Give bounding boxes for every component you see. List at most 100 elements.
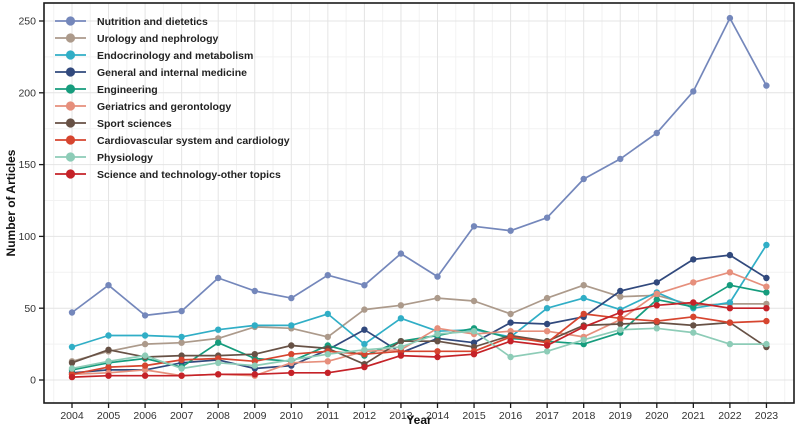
data-point <box>726 14 734 22</box>
data-point <box>653 296 660 303</box>
data-point <box>726 319 734 326</box>
x-tick-label: 2008 <box>207 410 231 422</box>
series-line <box>71 17 768 317</box>
legend-label: Endocrinology and metabolism <box>97 50 253 62</box>
data-point <box>361 363 368 371</box>
data-point <box>763 241 770 249</box>
data-point <box>215 371 222 378</box>
data-point <box>251 287 258 295</box>
data-point <box>617 293 624 300</box>
data-point <box>105 282 112 289</box>
data-point <box>361 351 368 358</box>
x-tick-label: 2005 <box>97 410 121 422</box>
data-point <box>324 358 331 365</box>
data-point <box>690 279 697 286</box>
legend-marker-icon <box>65 67 76 77</box>
data-point <box>507 319 514 326</box>
x-tick-label: 2014 <box>426 410 450 422</box>
data-point <box>507 227 514 234</box>
y-tick-label: 250 <box>18 16 36 28</box>
data-point <box>653 325 660 332</box>
data-point <box>434 325 441 332</box>
x-tick-label: 2018 <box>572 410 596 422</box>
data-point <box>617 155 624 163</box>
legend-label: Sport sciences <box>97 118 172 130</box>
y-tick-label: 50 <box>24 303 36 315</box>
data-point <box>653 129 660 137</box>
data-point <box>763 305 770 312</box>
data-point <box>763 340 770 348</box>
data-point <box>434 273 441 280</box>
legend-marker-icon <box>65 33 76 43</box>
data-point <box>361 326 368 333</box>
data-point <box>653 317 660 325</box>
data-point <box>141 312 149 319</box>
legend-item: Geriatrics and gerontology <box>55 101 231 113</box>
data-point <box>726 282 734 289</box>
data-point <box>178 356 185 364</box>
data-point <box>543 342 551 349</box>
y-tick-label: 150 <box>18 159 36 171</box>
data-point <box>324 369 331 376</box>
data-point <box>397 338 405 345</box>
x-tick-label: 2011 <box>317 410 340 422</box>
x-tick-label: 2023 <box>755 410 779 422</box>
data-point <box>105 363 112 371</box>
data-point <box>543 320 551 328</box>
data-point <box>690 88 697 95</box>
legend-marker-icon <box>65 50 76 60</box>
data-point <box>397 343 405 351</box>
data-point <box>434 294 441 302</box>
data-point <box>726 299 734 306</box>
data-point <box>251 351 258 358</box>
y-tick-label: 0 <box>30 375 36 387</box>
data-point <box>178 372 185 379</box>
legend-label: Nutrition and dietetics <box>97 16 208 28</box>
data-point <box>580 323 587 331</box>
data-point <box>361 306 368 313</box>
data-point <box>543 305 551 312</box>
data-point <box>763 317 770 325</box>
data-point <box>68 365 76 372</box>
data-point <box>580 282 587 289</box>
data-point <box>141 332 149 339</box>
legend-item: Physiology <box>55 152 153 164</box>
x-tick-label: 2016 <box>499 410 523 422</box>
legend-label: Science and technology-other topics <box>97 169 281 181</box>
x-tick-label: 2004 <box>60 410 84 422</box>
data-point <box>617 287 624 295</box>
legend-label: Cardiovascular system and cardiology <box>97 135 290 147</box>
data-series <box>68 14 770 381</box>
data-point <box>690 256 697 263</box>
axis-ticks: 0 50 100 150 200 250 2004 2005 2006 2007 2008 2009 2… <box>18 16 778 422</box>
data-point <box>653 290 660 297</box>
series-line <box>71 244 768 348</box>
data-point <box>178 339 185 346</box>
legend-label: Urology and nephrology <box>97 33 218 45</box>
data-point <box>617 315 624 322</box>
data-point <box>763 274 770 282</box>
data-point <box>361 340 368 348</box>
data-point <box>653 279 660 286</box>
data-point <box>470 297 478 305</box>
data-point <box>141 372 149 379</box>
data-point <box>470 351 478 358</box>
legend-item: Engineering <box>55 84 158 96</box>
x-tick-label: 2007 <box>170 410 194 422</box>
data-point <box>215 359 222 366</box>
legend-label: Geriatrics and gerontology <box>97 101 231 113</box>
data-point <box>763 283 770 290</box>
data-point <box>434 348 441 355</box>
x-tick-label: 2006 <box>133 410 157 422</box>
data-point <box>434 338 441 345</box>
series-science-and-technology-other-topics <box>68 299 770 381</box>
data-point <box>288 342 295 349</box>
legend-marker-icon <box>65 135 76 145</box>
x-tick-label: 2010 <box>280 410 304 422</box>
series-line <box>71 301 767 378</box>
data-point <box>470 223 478 230</box>
x-tick-label: 2022 <box>718 410 742 422</box>
data-point <box>68 309 76 316</box>
legend-label: Physiology <box>97 152 153 164</box>
